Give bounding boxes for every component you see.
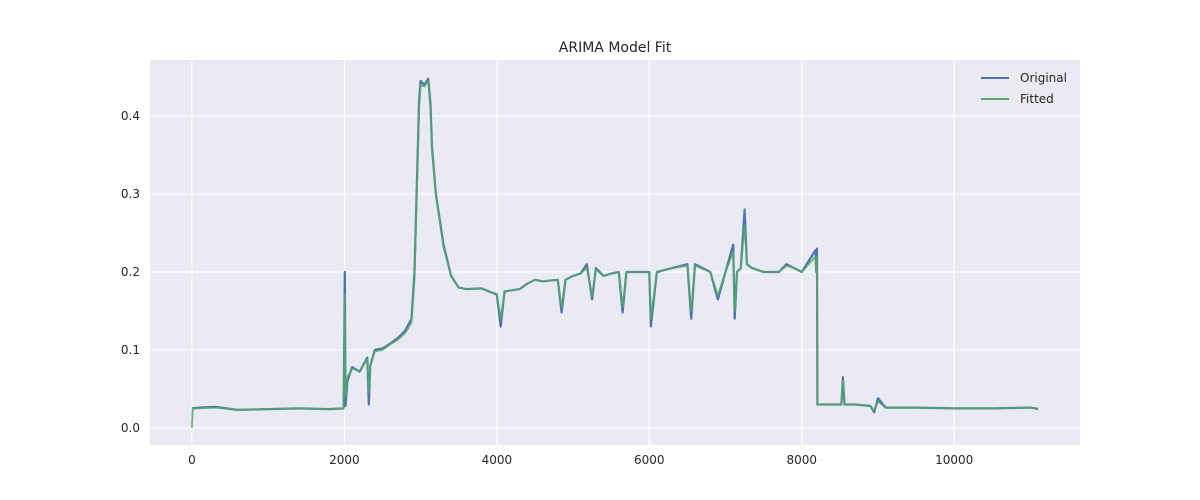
y-tick-label: 0.2 xyxy=(121,265,140,279)
legend-label-fitted: Fitted xyxy=(1020,92,1054,106)
plot-area xyxy=(150,60,1080,445)
y-tick-label: 0.0 xyxy=(121,421,140,435)
series-layer xyxy=(191,77,1039,428)
y-tick-label: 0.4 xyxy=(121,109,140,123)
x-tick-label: 4000 xyxy=(482,453,513,467)
y-tick-label: 0.1 xyxy=(121,343,140,357)
legend-label-original: Original xyxy=(1020,71,1067,85)
x-axis: 0 2000 4000 6000 8000 10000 xyxy=(188,453,973,467)
x-tick-label: 8000 xyxy=(786,453,817,467)
legend: Original Fitted xyxy=(981,71,1067,106)
y-axis: 0.0 0.1 0.2 0.3 0.4 xyxy=(121,109,140,435)
x-tick-label: 2000 xyxy=(329,453,360,467)
x-tick-label: 0 xyxy=(188,453,196,467)
series-line-fitted xyxy=(191,79,1039,428)
chart-title: ARIMA Model Fit xyxy=(559,40,672,56)
x-tick-label: 10000 xyxy=(935,453,973,467)
grid-lines xyxy=(150,60,1080,445)
y-tick-label: 0.3 xyxy=(121,187,140,201)
x-tick-label: 6000 xyxy=(634,453,665,467)
